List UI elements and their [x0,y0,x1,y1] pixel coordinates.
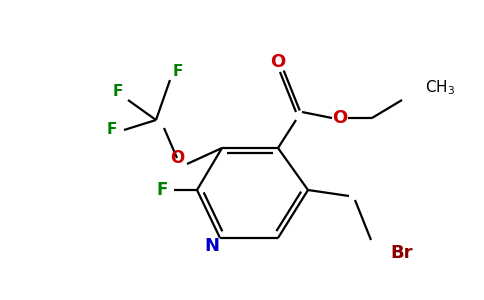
Text: O: O [271,53,286,71]
Text: F: F [173,64,183,80]
Text: F: F [107,122,117,137]
Text: Br: Br [390,244,412,262]
Text: F: F [156,181,167,199]
Text: N: N [205,237,220,255]
Text: O: O [333,109,348,127]
Text: CH$_3$: CH$_3$ [425,79,455,97]
Text: O: O [170,149,184,167]
Text: F: F [113,85,123,100]
